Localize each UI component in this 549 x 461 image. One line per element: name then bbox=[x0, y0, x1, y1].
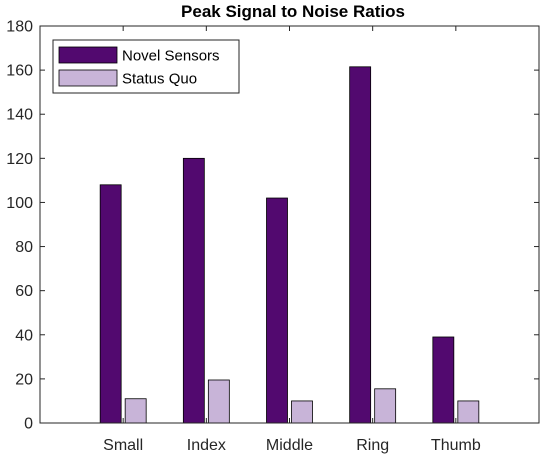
bar-novel-sensors-thumb bbox=[432, 336, 455, 424]
bar-novel-sensors-index bbox=[182, 157, 205, 424]
y-tick-label: 60 bbox=[15, 283, 33, 300]
y-tick-label: 180 bbox=[6, 19, 33, 36]
bar-status-quo-thumb bbox=[457, 400, 480, 424]
bar-novel-sensors-small bbox=[99, 184, 122, 424]
axes-layer: Small Index Middle Ring Thumb 0 20 40 60 80 100 120… bbox=[6, 19, 540, 454]
x-tick-label: Thumb bbox=[431, 437, 481, 454]
bar-status-quo-small bbox=[124, 398, 147, 424]
y-tick-label: 80 bbox=[15, 239, 33, 256]
bar-novel-sensors-middle bbox=[266, 197, 288, 424]
x-tick-label: Ring bbox=[356, 437, 389, 454]
axes-box bbox=[39, 25, 540, 424]
y-tick-label: 20 bbox=[15, 371, 33, 388]
chart-title: Peak Signal to Noise Ratios bbox=[181, 2, 405, 21]
bar-status-quo-index bbox=[207, 379, 230, 424]
legend-swatch-status-quo bbox=[58, 69, 118, 87]
legend-label-status-quo: Status Quo bbox=[122, 71, 197, 88]
bar-status-quo-ring bbox=[374, 388, 397, 424]
legend-swatch-novel-sensors bbox=[58, 46, 118, 64]
y-tick-label: 120 bbox=[6, 151, 33, 168]
y-tick-label: 100 bbox=[6, 195, 33, 212]
bar-status-quo-middle bbox=[291, 400, 313, 424]
y-tick-label: 160 bbox=[6, 63, 33, 80]
bars-layer bbox=[99, 66, 480, 424]
x-tick-label: Small bbox=[103, 437, 143, 454]
x-tick-label: Middle bbox=[266, 437, 313, 454]
y-tick-label: 40 bbox=[15, 327, 33, 344]
x-tick-label: Index bbox=[187, 437, 226, 454]
legend: Novel Sensors Status Quo bbox=[52, 39, 240, 94]
legend-label-novel-sensors: Novel Sensors bbox=[122, 48, 220, 65]
y-tick-label: 0 bbox=[24, 416, 33, 433]
bar-novel-sensors-ring bbox=[349, 66, 372, 424]
y-tick-label: 140 bbox=[6, 107, 33, 124]
